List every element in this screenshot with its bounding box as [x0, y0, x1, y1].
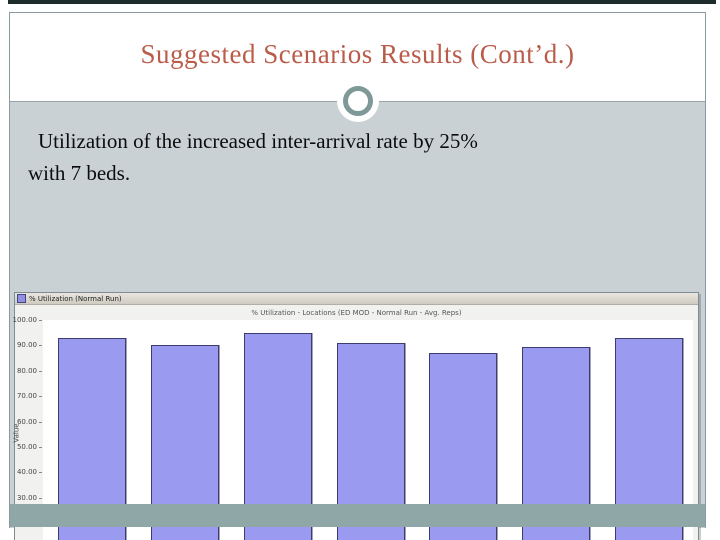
chart-window-titlebar: % Utilization (Normal Run) — [15, 293, 698, 305]
y-tick-label: 90.00 — [16, 341, 37, 350]
y-tick-mark — [39, 472, 42, 474]
chart-window-icon — [17, 294, 26, 303]
y-tick-mark — [39, 370, 42, 372]
y-axis-title: Value — [12, 423, 21, 443]
top-edge-strip — [8, 0, 716, 4]
chart-title: % Utilization - Locations (ED MOD - Norm… — [251, 309, 462, 317]
y-tick-label: 100.00 — [12, 316, 38, 324]
y-tick-label: 70.00 — [16, 392, 37, 401]
chart-window: % Utilization (Normal Run) % Utilization… — [12, 292, 699, 540]
y-tick-mark — [39, 345, 42, 347]
y-tick-label: 40.00 — [16, 468, 37, 477]
y-tick-label: 50.00 — [16, 443, 37, 451]
plot-area — [43, 320, 693, 540]
y-tick-mark — [39, 396, 42, 398]
ring-inner-icon — [343, 86, 373, 116]
y-tick-label: 60.00 — [16, 417, 37, 426]
ring-ornament-icon — [337, 80, 379, 122]
y-tick-label: 30.00 — [16, 493, 37, 502]
chart-window-title: % Utilization (Normal Run) — [29, 294, 122, 303]
slide-body-area: Utilization of the increased inter-arriv… — [10, 102, 705, 540]
y-tick-mark — [39, 447, 42, 448]
body-text: Utilization of the increased inter-arriv… — [10, 102, 705, 189]
footer-bar — [10, 504, 705, 527]
slide: Suggested Scenarios Results (Cont’d.) Ut… — [9, 12, 706, 540]
y-tick-label: 80.00 — [16, 366, 37, 375]
y-tick-mark — [39, 421, 42, 423]
y-tick-mark — [39, 497, 42, 499]
page-title: Suggested Scenarios Results (Cont’d.) — [140, 39, 575, 69]
body-text-line: Utilization of the increased inter-arriv… — [38, 129, 478, 153]
body-text-line: with 7 beds. — [28, 160, 131, 185]
y-tick-mark — [39, 320, 42, 321]
